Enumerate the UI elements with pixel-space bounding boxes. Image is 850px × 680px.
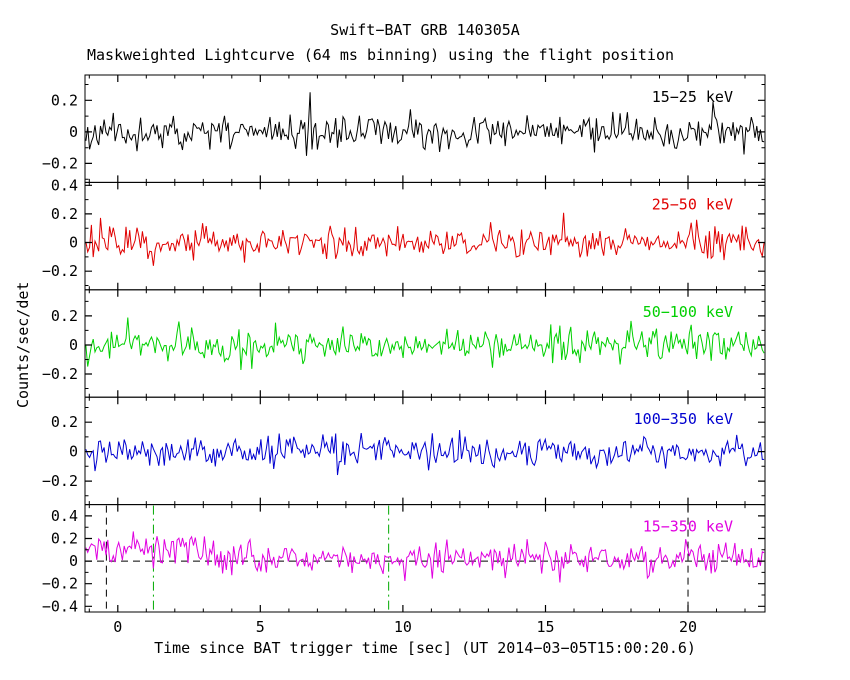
y-tick-label-1-1: 0.2 [51, 205, 78, 223]
y-tick-label-0-0: 0.2 [51, 91, 78, 109]
minor-ticks-panel-1 [85, 182, 765, 290]
x-axis-label: Time since BAT trigger time [sec] (UT 20… [154, 639, 696, 657]
panel-frame-4 [84, 504, 766, 613]
lightcurve-trace-panel-3 [85, 429, 765, 476]
y-tick-label-2-0: 0.2 [51, 307, 78, 325]
y-tick-label-4-2: 0 [69, 552, 78, 570]
minor-ticks-panel-2 [85, 289, 765, 398]
minor-ticks-panel-4 [85, 504, 765, 612]
band-label-0: 15−25 keV [652, 88, 733, 106]
chart-title: Swift−BAT GRB 140305A [330, 21, 520, 39]
major-ticks-panel-0 [85, 75, 765, 183]
x-tick-label-2: 10 [394, 618, 412, 636]
y-tick-label-1-0: 0.4 [51, 176, 78, 194]
y-tick-label-1-2: 0 [69, 234, 78, 252]
x-tick-label-3: 15 [536, 618, 554, 636]
y-tick-label-4-0: 0.4 [51, 507, 78, 525]
minor-ticks-panel-3 [85, 397, 765, 505]
band-label-4: 15−350 keV [643, 518, 733, 536]
x-tick-label-4: 20 [679, 618, 697, 636]
y-tick-label-3-1: 0 [69, 443, 78, 461]
lightcurve-trace-panel-2 [85, 317, 765, 371]
y-tick-label-4-1: 0.2 [51, 530, 78, 548]
y-tick-label-4-4: −0.4 [42, 597, 78, 615]
lightcurve-trace-panel-4 [85, 531, 765, 583]
major-ticks-panel-4 [85, 504, 765, 612]
y-tick-label-2-2: −0.2 [42, 365, 78, 383]
major-ticks-panel-1 [85, 182, 765, 290]
band-label-2: 50−100 keV [643, 303, 733, 321]
major-ticks-panel-2 [85, 289, 765, 398]
y-tick-label-2-1: 0 [69, 336, 78, 354]
lightcurve-trace-panel-1 [85, 212, 765, 266]
x-tick-label-0: 0 [113, 618, 122, 636]
lightcurve-trace-panel-0 [85, 92, 765, 156]
band-label-1: 25−50 keV [652, 195, 733, 213]
y-tick-label-0-2: −0.2 [42, 154, 78, 172]
y-tick-label-3-2: −0.2 [42, 472, 78, 490]
minor-ticks-panel-0 [85, 75, 765, 183]
y-tick-label-1-3: −0.2 [42, 262, 78, 280]
y-tick-label-3-0: 0.2 [51, 413, 78, 431]
y-tick-label-0-1: 0 [69, 123, 78, 141]
band-label-3: 100−350 keV [634, 410, 733, 428]
major-ticks-panel-3 [85, 397, 765, 505]
chart-subtitle: Maskweighted Lightcurve (64 ms binning) … [87, 46, 674, 64]
y-tick-label-4-3: −0.2 [42, 575, 78, 593]
x-tick-label-1: 5 [256, 618, 265, 636]
